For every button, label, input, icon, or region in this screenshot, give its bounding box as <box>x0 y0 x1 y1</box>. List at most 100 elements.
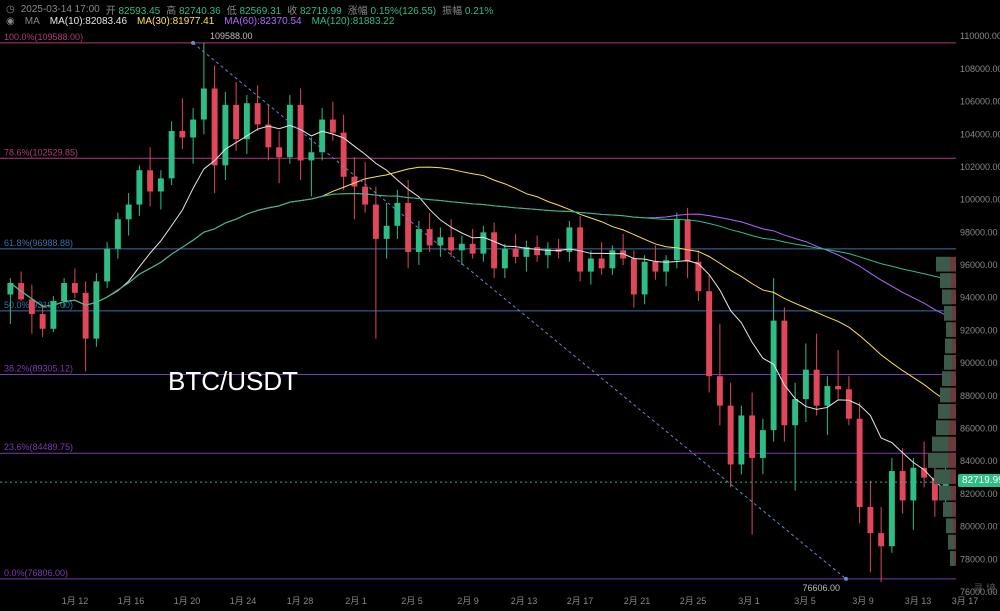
candle-body[interactable] <box>222 105 228 165</box>
candle-body[interactable] <box>491 232 497 268</box>
candle-body[interactable] <box>577 227 583 271</box>
candle-body[interactable] <box>685 219 691 262</box>
candle-body[interactable] <box>265 124 271 147</box>
candle-body[interactable] <box>29 299 35 314</box>
candle-body[interactable] <box>405 203 411 252</box>
candle-body[interactable] <box>459 244 465 251</box>
vol-profile-bar <box>928 453 948 468</box>
candle-body[interactable] <box>824 386 830 406</box>
y-tick-label: 106000.00 <box>960 97 1000 107</box>
candle-body[interactable] <box>244 103 250 139</box>
y-tick-label: 92000.00 <box>960 325 998 335</box>
candle-body[interactable] <box>147 170 153 191</box>
candle-body[interactable] <box>900 471 906 500</box>
vol-profile-bar <box>942 371 951 386</box>
candle-body[interactable] <box>706 291 712 376</box>
candle-body[interactable] <box>394 203 400 226</box>
vol-profile-bar <box>944 306 952 321</box>
candle-body[interactable] <box>158 178 164 191</box>
candle-body[interactable] <box>212 88 218 165</box>
candle-body[interactable] <box>169 131 175 178</box>
candle-body[interactable] <box>308 152 314 160</box>
vol-profile-bar <box>932 437 948 452</box>
candle-body[interactable] <box>276 147 282 157</box>
candle-body[interactable] <box>771 321 777 431</box>
candle-body[interactable] <box>104 249 110 282</box>
candle-body[interactable] <box>72 283 78 293</box>
candle-body[interactable] <box>588 259 594 272</box>
candle-body[interactable] <box>835 386 841 389</box>
y-tick-label: 88000.00 <box>960 391 998 401</box>
candle-body[interactable] <box>803 370 809 399</box>
ma-header: ◉ MA MA(10):82083.46MA(30):81977.41MA(60… <box>0 14 1000 28</box>
candle-body[interactable] <box>910 468 916 501</box>
candle-body[interactable] <box>480 232 486 253</box>
eye-icon[interactable]: ◉ <box>6 16 15 27</box>
candle-body[interactable] <box>674 219 680 260</box>
candle-body[interactable] <box>760 430 766 458</box>
x-tick-label: 1月 24 <box>230 596 257 606</box>
candle-body[interactable] <box>781 321 787 426</box>
candle-body[interactable] <box>502 249 508 269</box>
candle-body[interactable] <box>233 105 239 139</box>
candle-body[interactable] <box>717 376 723 405</box>
candle-body[interactable] <box>201 88 207 119</box>
candle-body[interactable] <box>40 314 46 329</box>
y-tick-label: 104000.00 <box>960 129 1000 139</box>
candle-body[interactable] <box>814 370 820 406</box>
candle-body[interactable] <box>652 262 658 272</box>
candle-body[interactable] <box>287 105 293 157</box>
vol-profile-bar <box>934 469 950 484</box>
candle-body[interactable] <box>513 249 519 257</box>
y-tick-label: 82000.00 <box>960 489 998 499</box>
ma-value: MA(10):82083.46 <box>50 16 127 27</box>
candle-body[interactable] <box>566 227 572 252</box>
candle-body[interactable] <box>373 205 379 239</box>
candle-body[interactable] <box>298 105 304 161</box>
candle-body[interactable] <box>846 389 852 418</box>
candle-body[interactable] <box>609 250 615 268</box>
candle-body[interactable] <box>61 283 67 301</box>
fib-label: 38.2%(89305.12) <box>4 363 73 373</box>
candle-body[interactable] <box>136 170 142 204</box>
vol-profile-bar <box>950 551 954 566</box>
candle-body[interactable] <box>115 219 121 248</box>
candle-body[interactable] <box>384 226 390 239</box>
candle-body[interactable] <box>416 229 422 252</box>
candle-body[interactable] <box>738 415 744 464</box>
x-tick-label: 2月 9 <box>457 596 479 606</box>
candle-body[interactable] <box>545 249 551 256</box>
fib-label: 78.6%(102529.85) <box>4 147 78 157</box>
x-tick-label: 2月 13 <box>511 596 538 606</box>
candle-body[interactable] <box>878 533 884 546</box>
candle-body[interactable] <box>599 259 605 269</box>
candle-body[interactable] <box>448 237 454 250</box>
candle-body[interactable] <box>792 399 798 425</box>
y-tick-label: 80000.00 <box>960 522 998 532</box>
candle-body[interactable] <box>437 237 443 245</box>
candle-body[interactable] <box>362 187 368 205</box>
candle-body[interactable] <box>83 293 89 339</box>
x-tick-label: 2月 1 <box>345 596 367 606</box>
candle-body[interactable] <box>179 131 185 138</box>
x-tick-label: 3月 9 <box>852 596 874 606</box>
candle-body[interactable] <box>470 244 476 254</box>
candle-body[interactable] <box>867 507 873 533</box>
candle-body[interactable] <box>728 406 734 465</box>
candle-body[interactable] <box>857 419 863 507</box>
candle-body[interactable] <box>534 247 540 255</box>
candle-body[interactable] <box>631 259 637 295</box>
vol-profile-bar <box>945 339 952 354</box>
x-tick-label: 3月 1 <box>738 596 760 606</box>
candle-body[interactable] <box>642 262 648 295</box>
candle-body[interactable] <box>330 120 336 133</box>
chart-svg[interactable]: 100.0%(109588.00)78.6%(102529.85)61.8%(9… <box>0 0 1000 611</box>
fib-label: 0.0%(76806.00) <box>4 568 68 578</box>
candle-body[interactable] <box>126 205 132 220</box>
chart-root[interactable]: ◷ 2025-03-14 17:00 开 82593.45 高 82740.36… <box>0 0 1000 611</box>
candle-body[interactable] <box>93 281 99 338</box>
fib-label: 50.0%(93197.00) <box>4 300 73 310</box>
candle-body[interactable] <box>749 415 755 458</box>
candle-body[interactable] <box>255 103 261 124</box>
candle-body[interactable] <box>190 120 196 138</box>
